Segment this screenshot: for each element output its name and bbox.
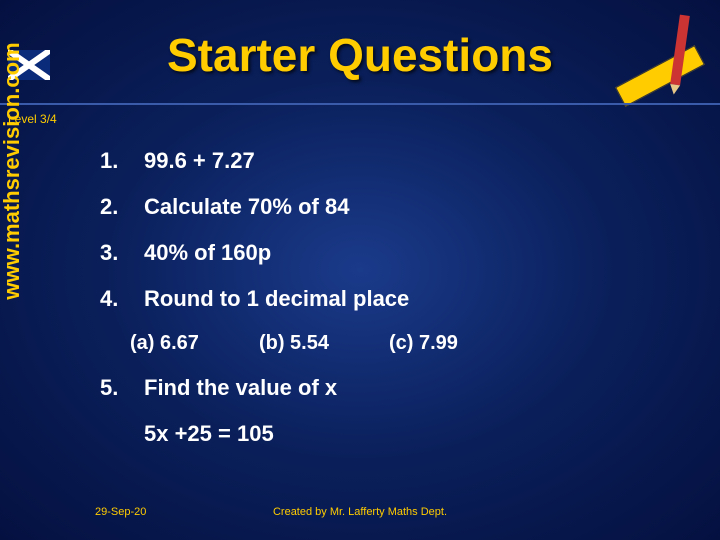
question-text: Calculate 70% of 84 (144, 194, 349, 219)
question-1: 1.99.6 + 7.27 (100, 148, 518, 174)
subpart-a: (a) 6.67 (130, 332, 199, 355)
question-2: 2.Calculate 70% of 84 (100, 194, 518, 220)
page-title: Starter Questions (0, 28, 720, 82)
question-5-equation: 5x +25 = 105 (144, 421, 518, 447)
question-text: Find the value of x (144, 375, 337, 400)
subpart-c: (c) 7.99 (389, 332, 458, 355)
question-4-subparts: (a) 6.67 (b) 5.54 (c) 7.99 (130, 332, 518, 355)
question-3: 3.40% of 160p (100, 240, 518, 266)
questions-block: 1.99.6 + 7.27 2.Calculate 70% of 84 3.40… (100, 148, 518, 447)
sidebar-url: www.mathsrevision.com (0, 11, 25, 331)
question-4: 4.Round to 1 decimal place (100, 286, 518, 312)
question-number: 5. (100, 375, 144, 401)
question-number: 1. (100, 148, 144, 174)
subpart-b: (b) 5.54 (259, 332, 329, 355)
question-number: 3. (100, 240, 144, 266)
question-text: 40% of 160p (144, 240, 271, 265)
question-5: 5.Find the value of x (100, 375, 518, 401)
question-text: Round to 1 decimal place (144, 286, 409, 311)
title-divider (0, 103, 720, 105)
question-number: 4. (100, 286, 144, 312)
question-text: 99.6 + 7.27 (144, 148, 255, 173)
question-number: 2. (100, 194, 144, 220)
footer-credit: Created by Mr. Lafferty Maths Dept. (0, 506, 720, 518)
